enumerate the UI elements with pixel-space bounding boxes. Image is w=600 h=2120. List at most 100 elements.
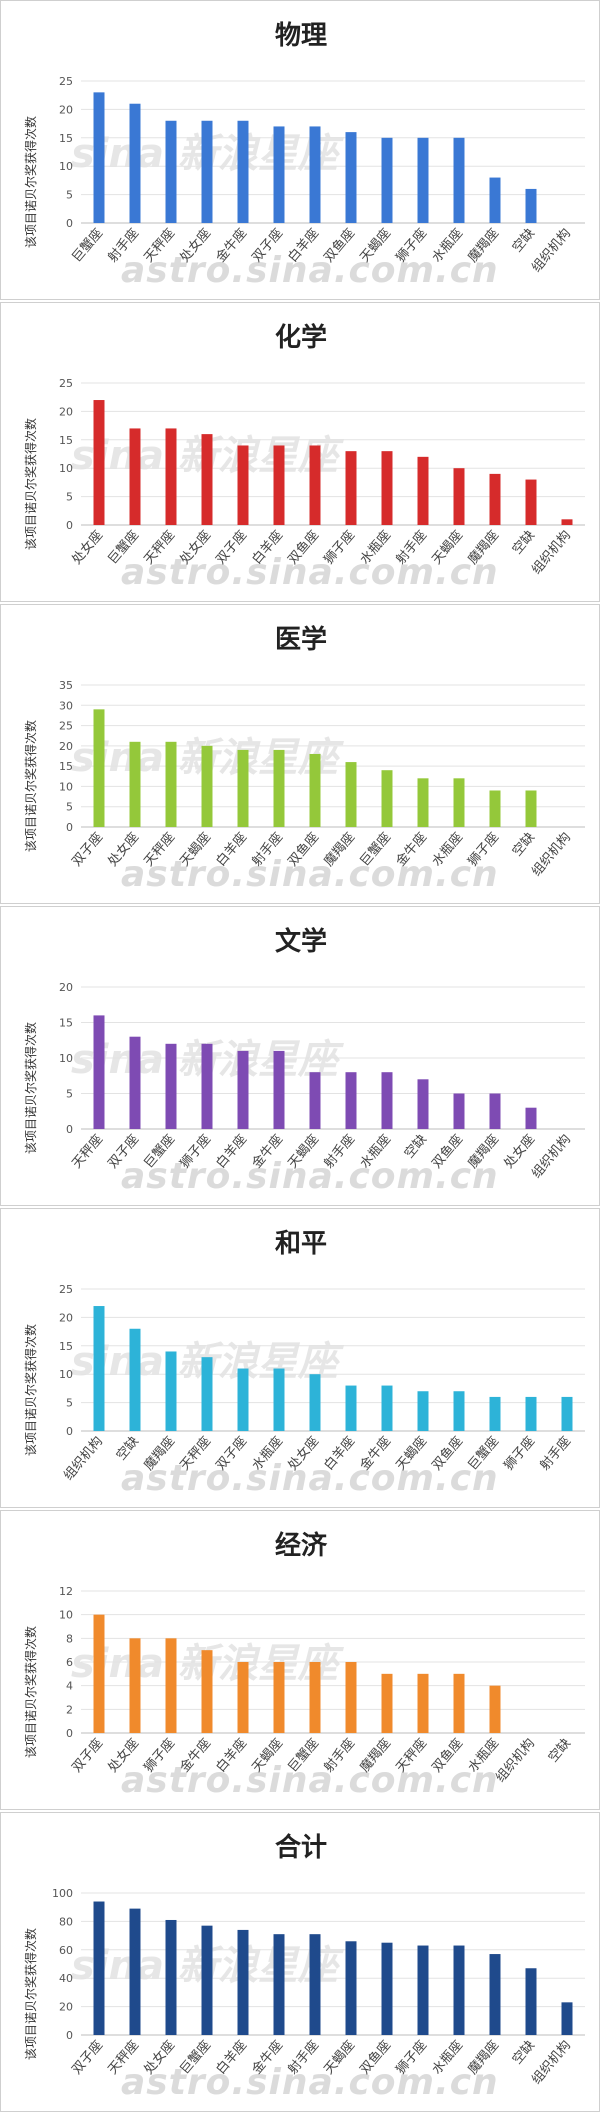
- watermark-url: astro.sina.com.cn: [121, 552, 499, 593]
- y-tick-label: 0: [66, 2029, 73, 2042]
- bar: [561, 519, 573, 525]
- bar: [417, 456, 429, 525]
- y-tick-label: 10: [59, 780, 73, 793]
- bar: [129, 1638, 141, 1733]
- y-tick-label: 5: [66, 1397, 73, 1410]
- x-tick-label: 组织机构: [529, 528, 574, 577]
- y-tick-label: 15: [59, 760, 73, 773]
- y-tick-label: 0: [66, 821, 73, 834]
- bar: [129, 1036, 141, 1129]
- bar: [237, 120, 249, 223]
- y-tick-label: 15: [59, 1017, 73, 1030]
- y-tick-label: 0: [66, 1727, 73, 1740]
- bar: [129, 428, 141, 525]
- bar: [345, 762, 357, 827]
- y-tick-label: 15: [59, 132, 73, 145]
- y-tick-label: 12: [59, 1585, 73, 1598]
- chart-panel: sina 新浪星座 0 5 10 15 20 25 该项目诺贝尔奖获得次数 巨蟹座 射手座 天秤座处…: [0, 0, 600, 300]
- bar: [489, 1093, 501, 1129]
- bar: [273, 1050, 285, 1129]
- y-tick-label: 25: [59, 75, 73, 88]
- bar: [237, 1662, 249, 1733]
- y-axis-label: 该项目诺贝尔奖获得次数: [23, 418, 38, 550]
- y-tick-label: 25: [59, 377, 73, 390]
- bar: [93, 400, 105, 525]
- bar: [93, 1614, 105, 1733]
- bar: [201, 1925, 213, 2035]
- bar: [345, 1941, 357, 2035]
- bar: [309, 1934, 321, 2035]
- y-tick-label: 5: [66, 801, 73, 814]
- bar: [201, 1650, 213, 1733]
- y-tick-label: 60: [59, 1944, 73, 1957]
- watermark-url: astro.sina.com.cn: [121, 1760, 499, 1801]
- watermark-url: astro.sina.com.cn: [121, 250, 499, 291]
- y-tick-label: 4: [66, 1680, 73, 1693]
- chart-title: 文学: [274, 927, 327, 957]
- chart-title: 经济: [274, 1531, 327, 1561]
- bar: [381, 1072, 393, 1129]
- bar: [129, 1328, 141, 1431]
- y-axis-label: 该项目诺贝尔奖获得次数: [23, 1022, 38, 1154]
- watermark-url: astro.sina.com.cn: [121, 854, 499, 895]
- y-axis-label: 该项目诺贝尔奖获得次数: [23, 1324, 38, 1456]
- x-tick-label: 组织机构: [61, 1434, 106, 1483]
- bar: [453, 1945, 465, 2035]
- bar: [381, 770, 393, 827]
- chart-title: 物理: [274, 21, 327, 51]
- bar: [165, 428, 177, 525]
- y-axis-label: 该项目诺贝尔奖获得次数: [23, 720, 38, 852]
- bar: [237, 445, 249, 525]
- x-tick-label: 空缺: [546, 1736, 574, 1766]
- bar: [201, 120, 213, 223]
- x-tick-label: 处女座: [501, 1131, 538, 1171]
- bar: [453, 137, 465, 223]
- bar: [309, 1374, 321, 1431]
- watermark-url: astro.sina.com.cn: [121, 2062, 499, 2103]
- bar: [525, 1968, 537, 2035]
- x-tick-label: 空缺: [510, 2038, 538, 2068]
- chart-panel: sina 新浪星座 0 5 10 15 20 该项目诺贝尔奖获得次数 天秤座 双子座 巨蟹座 狮子座…: [0, 906, 600, 1206]
- bar: [417, 1391, 429, 1431]
- bar: [525, 188, 537, 223]
- y-tick-label: 8: [66, 1632, 73, 1645]
- bar: [129, 103, 141, 223]
- bar: [417, 1945, 429, 2035]
- bar: [237, 1929, 249, 2035]
- y-tick-label: 20: [59, 2001, 73, 2014]
- bar: [129, 741, 141, 827]
- bar: [201, 745, 213, 827]
- x-tick-label: 组织机构: [493, 1736, 538, 1785]
- bar: [417, 1673, 429, 1733]
- bar: [381, 1942, 393, 2035]
- bar-chart: 0510152025该项目诺贝尔奖获得次数组织机构 空缺 魔羯座 天秤座 双子座 水瓶座处…: [23, 1283, 585, 1483]
- bar: [309, 753, 321, 827]
- x-tick-label: 组织机构: [529, 2038, 574, 2087]
- y-tick-label: 25: [59, 720, 73, 733]
- bar: [165, 1351, 177, 1431]
- bar: [165, 1638, 177, 1733]
- bar: [93, 1015, 105, 1129]
- y-tick-label: 10: [59, 160, 73, 173]
- bar: [237, 1368, 249, 1431]
- bar: [381, 1385, 393, 1431]
- chart-title: 和平: [274, 1229, 327, 1259]
- y-tick-label: 10: [59, 1609, 73, 1622]
- x-tick-label: 组织机构: [529, 830, 574, 879]
- bar-chart: 0510152025该项目诺贝尔奖获得次数 处女座 巨蟹座 天秤座 处女座 双子座 白羊座双…: [23, 377, 585, 577]
- y-tick-label: 30: [59, 699, 73, 712]
- bar: [201, 434, 213, 525]
- bar: [309, 1662, 321, 1733]
- x-tick-label: 空缺: [510, 528, 538, 558]
- bar: [417, 137, 429, 223]
- y-tick-label: 20: [59, 405, 73, 418]
- bar: [381, 137, 393, 223]
- watermark-url: astro.sina.com.cn: [121, 1156, 499, 1197]
- bar: [237, 1050, 249, 1129]
- chart-panel: sina 新浪星座 0 5 10 15 20 25 该项目诺贝尔奖获得次数 处女座 巨蟹座 天秤座处…: [0, 302, 600, 602]
- bar: [273, 1662, 285, 1733]
